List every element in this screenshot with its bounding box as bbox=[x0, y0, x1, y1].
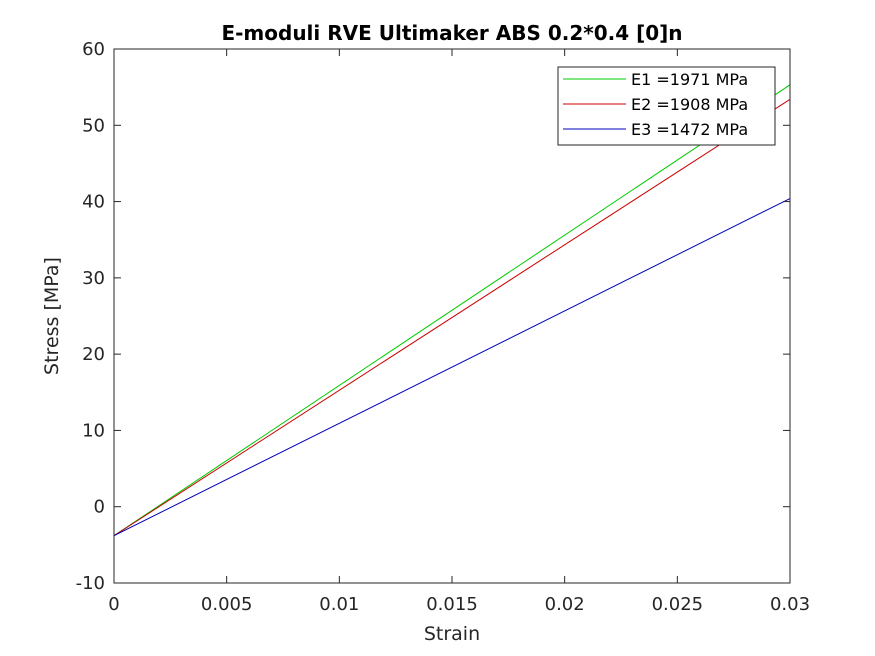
x-tick-label: 0.01 bbox=[319, 594, 359, 615]
legend: E1 =1971 MPa E2 =1908 MPa E3 =1472 MPa bbox=[557, 66, 776, 146]
y-tick-label: 20 bbox=[82, 344, 105, 365]
legend-label-2: E2 =1908 MPa bbox=[631, 95, 748, 114]
x-tick-label: 0.02 bbox=[545, 594, 585, 615]
x-tick-label: 0.005 bbox=[201, 594, 253, 615]
legend-label-3: E3 =1472 MPa bbox=[631, 120, 748, 139]
y-tick-label: 60 bbox=[82, 39, 105, 60]
legend-label-1: E1 =1971 MPa bbox=[631, 70, 748, 89]
y-tick-label: 0 bbox=[94, 497, 105, 518]
x-tick-label: 0.03 bbox=[770, 594, 810, 615]
series-line-1 bbox=[113, 84, 791, 537]
series-line-2 bbox=[113, 98, 791, 537]
x-axis-ticks: 0 0.005 0.01 0.015 0.02 0.025 0.03 bbox=[108, 49, 810, 615]
y-axis-ticks: -10 0 10 20 30 40 50 60 bbox=[76, 39, 790, 594]
y-tick-label: 10 bbox=[82, 420, 105, 441]
x-tick-label: 0.015 bbox=[426, 594, 478, 615]
series-line-3 bbox=[113, 198, 791, 537]
y-tick-label: 50 bbox=[82, 115, 105, 136]
x-tick-label: 0 bbox=[108, 594, 119, 615]
x-tick-label: 0.025 bbox=[652, 594, 704, 615]
y-tick-label: 30 bbox=[82, 268, 105, 289]
legend-box bbox=[557, 66, 776, 146]
x-axis-label: Strain bbox=[424, 623, 480, 645]
series-layer bbox=[113, 84, 791, 537]
y-tick-label: -10 bbox=[76, 573, 105, 594]
y-tick-label: 40 bbox=[82, 192, 105, 213]
y-axis-label: Stress [MPa] bbox=[41, 257, 63, 375]
chart-title: E-moduli RVE Ultimaker ABS 0.2*0.4 [0]n bbox=[221, 21, 682, 45]
